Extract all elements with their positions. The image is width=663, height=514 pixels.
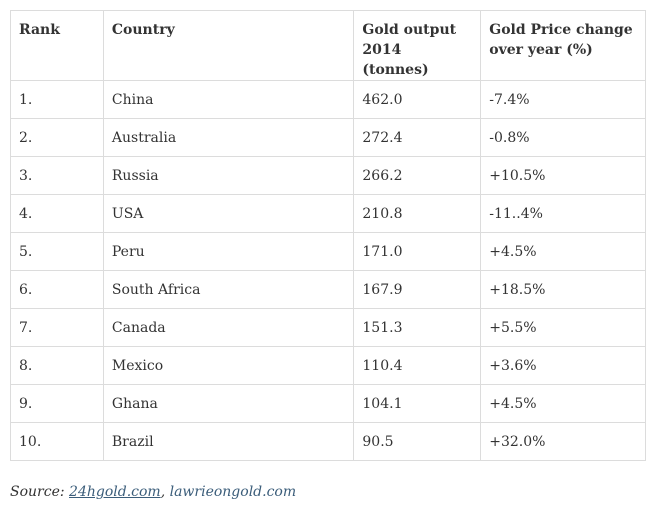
cell-country: Australia <box>102 118 355 157</box>
table-row: 6. South Africa 167.9 +18.5% <box>10 270 646 309</box>
cell-change: -0.8% <box>480 118 646 157</box>
cell-rank: 6. <box>10 270 104 309</box>
gold-production-table: Rank Country Gold output 2014 (tonnes) G… <box>10 10 646 461</box>
table-row: 8. Mexico 110.4 +3.6% <box>10 346 646 385</box>
cell-change: +10.5% <box>480 156 646 195</box>
cell-output: 171.0 <box>353 232 482 271</box>
table-row: 9. Ghana 104.1 +4.5% <box>10 384 646 423</box>
table-row: 3. Russia 266.2 +10.5% <box>10 156 646 195</box>
header-price-change: Gold Price change over year (%) <box>480 10 646 81</box>
cell-change: -7.4% <box>480 80 646 119</box>
cell-rank: 2. <box>10 118 104 157</box>
cell-output: 90.5 <box>353 422 482 461</box>
cell-country: Mexico <box>102 346 355 385</box>
cell-rank: 4. <box>10 194 104 233</box>
table-row: 1. China 462.0 -7.4% <box>10 80 646 119</box>
cell-country: Brazil <box>102 422 355 461</box>
cell-change: +32.0% <box>480 422 646 461</box>
cell-change: +4.5% <box>480 384 646 423</box>
cell-output: 272.4 <box>353 118 482 157</box>
cell-rank: 5. <box>10 232 104 271</box>
cell-output: 151.3 <box>353 308 482 347</box>
cell-country: Peru <box>102 232 355 271</box>
cell-rank: 7. <box>10 308 104 347</box>
table-header-row: Rank Country Gold output 2014 (tonnes) G… <box>10 10 646 81</box>
cell-output: 462.0 <box>353 80 482 119</box>
table-row: 4. USA 210.8 -11..4% <box>10 194 646 233</box>
cell-output: 266.2 <box>353 156 482 195</box>
source-separator: , <box>160 484 170 500</box>
header-rank: Rank <box>10 10 104 81</box>
cell-rank: 1. <box>10 80 104 119</box>
cell-change: -11..4% <box>480 194 646 233</box>
source-link-lawrieongold[interactable]: lawrieongold.com <box>169 484 297 500</box>
cell-change: +5.5% <box>480 308 646 347</box>
cell-country: South Africa <box>102 270 355 309</box>
cell-output: 104.1 <box>353 384 482 423</box>
cell-rank: 3. <box>10 156 104 195</box>
table-row: 5. Peru 171.0 +4.5% <box>10 232 646 271</box>
header-gold-output: Gold output 2014 (tonnes) <box>353 10 482 81</box>
source-prefix: Source: <box>10 484 70 500</box>
source-link-24hgold[interactable]: 24hgold.com <box>69 484 161 500</box>
cell-rank: 10. <box>10 422 104 461</box>
cell-output: 210.8 <box>353 194 482 233</box>
cell-country: Canada <box>102 308 355 347</box>
source-caption: Source: 24hgold.com, lawrieongold.com <box>10 484 296 500</box>
table-row: 10. Brazil 90.5 +32.0% <box>10 422 646 461</box>
cell-output: 167.9 <box>353 270 482 309</box>
cell-country: Ghana <box>102 384 355 423</box>
cell-output: 110.4 <box>353 346 482 385</box>
table-row: 7. Canada 151.3 +5.5% <box>10 308 646 347</box>
cell-country: Russia <box>102 156 355 195</box>
cell-change: +4.5% <box>480 232 646 271</box>
table-row: 2. Australia 272.4 -0.8% <box>10 118 646 157</box>
cell-country: USA <box>102 194 355 233</box>
cell-rank: 8. <box>10 346 104 385</box>
cell-rank: 9. <box>10 384 104 423</box>
header-country: Country <box>102 10 355 81</box>
cell-country: China <box>102 80 355 119</box>
cell-change: +18.5% <box>480 270 646 309</box>
cell-change: +3.6% <box>480 346 646 385</box>
